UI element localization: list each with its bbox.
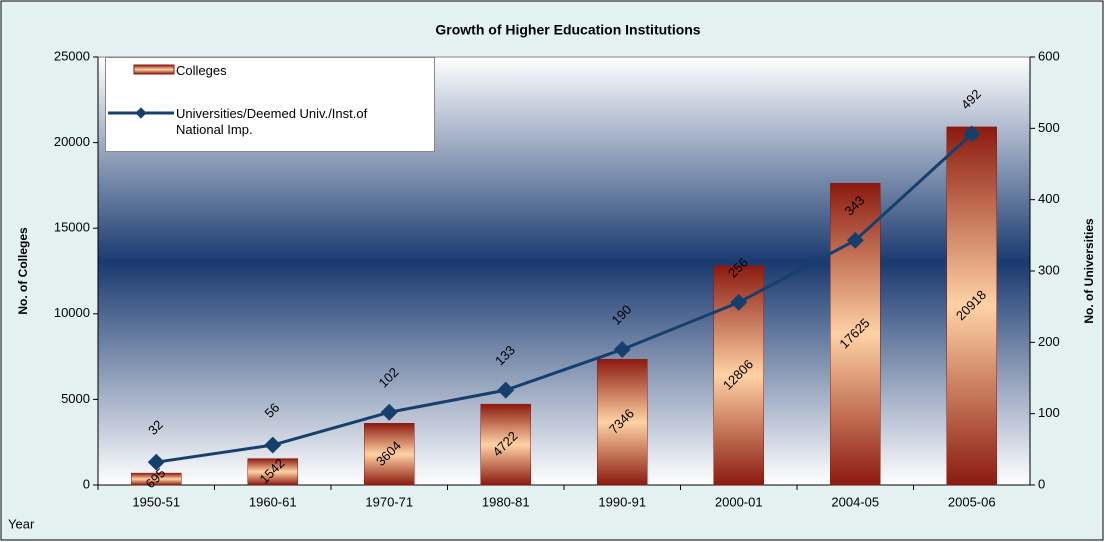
x-tick-label: 1970-71	[365, 494, 413, 509]
x-tick-label: 2004-05	[831, 494, 879, 509]
y-axis-label: No. of Colleges	[16, 227, 30, 315]
y-tick-label: 0	[83, 476, 90, 491]
y2-axis-label: No. of Universities	[1082, 218, 1096, 324]
x-tick-label: 1950-51	[132, 494, 180, 509]
x-tick-label: 1990-91	[598, 494, 646, 509]
y2-tick-label: 300	[1038, 262, 1060, 277]
y2-tick-label: 600	[1038, 48, 1060, 63]
x-tick-label: 2005-06	[948, 494, 996, 509]
line-marker	[613, 340, 631, 358]
x-tick-label: 1960-61	[249, 494, 297, 509]
line-marker	[264, 436, 282, 454]
y-tick-label: 5000	[61, 391, 90, 406]
y-tick-label: 20000	[54, 134, 90, 149]
bar	[364, 423, 415, 486]
y2-tick-label: 0	[1038, 476, 1045, 491]
legend-swatch	[106, 106, 176, 123]
bar	[247, 458, 298, 486]
legend-item: Colleges	[106, 63, 416, 80]
bar	[480, 403, 531, 486]
line-marker	[497, 381, 515, 399]
y-tick-label: 25000	[54, 48, 90, 63]
x-axis-label: Year	[8, 516, 35, 531]
bar	[131, 472, 182, 486]
x-tick-label: 2000-01	[715, 494, 763, 509]
bar	[597, 358, 648, 486]
line-marker	[846, 231, 864, 249]
bar	[946, 126, 997, 486]
legend: Colleges Universities/Deemed Univ./Inst.o…	[105, 57, 435, 152]
x-tick-label: 1980-81	[482, 494, 530, 509]
legend-item: Universities/Deemed Univ./Inst.of Nation…	[106, 106, 416, 138]
line-marker	[963, 125, 981, 143]
line-marker	[147, 453, 165, 471]
legend-label: Universities/Deemed Univ./Inst.of Nation…	[176, 106, 368, 137]
y2-tick-label: 100	[1038, 405, 1060, 420]
y-tick-label: 15000	[54, 220, 90, 235]
line-marker	[730, 293, 748, 311]
chart-title: Growth of Higher Education Institutions	[435, 22, 700, 38]
y2-tick-label: 400	[1038, 191, 1060, 206]
line-marker	[380, 403, 398, 421]
y2-tick-label: 500	[1038, 120, 1060, 135]
y2-tick-label: 200	[1038, 334, 1060, 349]
legend-label: Colleges	[176, 63, 227, 78]
y-tick-label: 10000	[54, 305, 90, 320]
legend-swatch	[106, 63, 176, 80]
line	[156, 132, 973, 464]
